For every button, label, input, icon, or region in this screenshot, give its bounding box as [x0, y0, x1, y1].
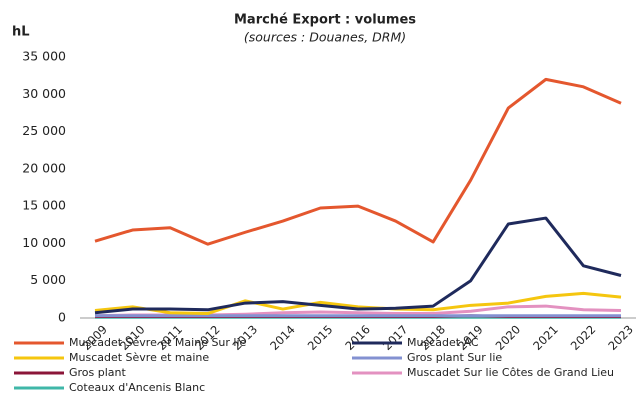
legend-label: Muscadet Sèvre et Maine Sur lie — [69, 336, 247, 349]
y-tick-label: 15 000 — [22, 198, 66, 213]
x-tick-label: 2023 — [605, 322, 636, 353]
y-tick-label: 30 000 — [22, 86, 66, 101]
legend-label: Muscadet AC — [407, 336, 479, 349]
legend-label: Gros plant Sur lie — [407, 351, 502, 364]
x-tick-label: 2017 — [380, 322, 411, 353]
x-tick-label: 2014 — [267, 322, 298, 353]
chart-title: Marché Export : volumes — [234, 13, 416, 28]
y-tick-label: 10 000 — [22, 235, 66, 250]
series-line — [94, 216, 622, 315]
series-line — [94, 77, 622, 246]
series-line — [94, 291, 622, 316]
x-tick-label: 2020 — [493, 322, 524, 353]
x-tick-label: 2022 — [568, 322, 599, 353]
y-tick-label: 25 000 — [22, 123, 66, 138]
y-tick-label: 35 000 — [22, 49, 66, 64]
y-tick-label: 5 000 — [30, 272, 66, 287]
legend-label: Muscadet Sur lie Côtes de Grand Lieu — [407, 366, 614, 379]
chart-subtitle: (sources : Douanes, DRM) — [244, 30, 406, 45]
legend-label: Coteaux d'Ancenis Blanc — [69, 381, 205, 394]
y-tick-label: 0 — [58, 310, 66, 325]
legend-label: Muscadet Sèvre et maine — [69, 351, 209, 364]
legend-label: Gros plant — [69, 366, 127, 379]
x-tick-label: 2016 — [342, 322, 373, 353]
x-tick-label: 2021 — [530, 322, 561, 353]
x-tick-label: 2015 — [305, 322, 336, 353]
y-tick-label: 20 000 — [22, 160, 66, 175]
y-axis-label: hL — [12, 25, 30, 40]
